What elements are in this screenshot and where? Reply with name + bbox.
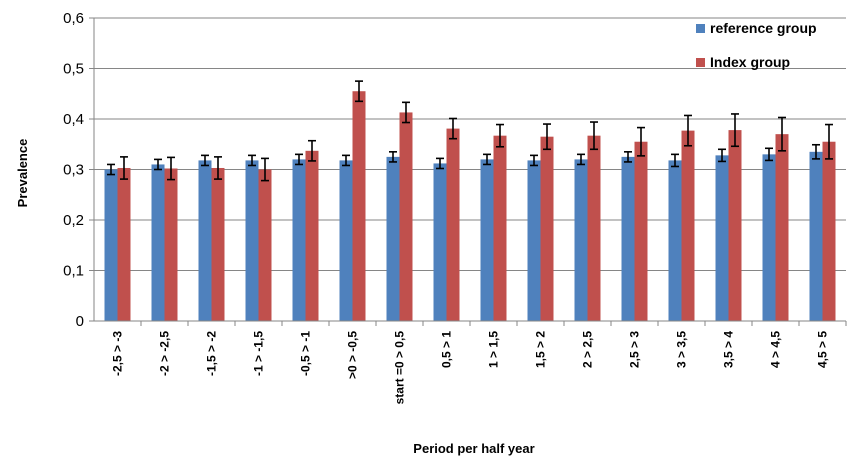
x-tick-label: -2 > -2,5 <box>158 331 172 376</box>
x-tick-label: 1,5 > 2 <box>534 331 548 368</box>
bar-reference-group <box>104 169 118 321</box>
legend-label-index-group: Index group <box>710 54 790 70</box>
legend-swatch-index-group <box>696 58 705 67</box>
bar-index-group <box>775 134 789 321</box>
bar-reference-group <box>762 154 776 321</box>
y-tick-label: 0,2 <box>63 212 84 229</box>
error-bars <box>107 80 833 182</box>
bar-reference-group <box>198 160 212 321</box>
bar-reference-group <box>480 159 494 321</box>
x-tick-label: >0 > -0,5 <box>346 331 360 379</box>
bar-index-group <box>117 167 131 321</box>
x-tick-label: 3 > 3,5 <box>675 331 689 368</box>
bar-reference-group <box>715 155 729 321</box>
y-axis-title: Prevalence <box>15 139 30 208</box>
bar-index-group <box>681 130 695 321</box>
x-tick-label: 1 > 1,5 <box>487 331 501 368</box>
bar-index-group <box>493 135 507 321</box>
x-tick-label: 3,5 > 4 <box>722 331 736 368</box>
legend-swatch-reference-group <box>696 24 705 33</box>
legend: reference group Index group <box>696 20 817 70</box>
bar-reference-group <box>151 164 165 321</box>
x-tick-labels: -2,5 > -3 -2 > -2,5 -1,5 > -2 -1 > -1,5 -0,5… <box>111 331 830 405</box>
x-axis-title: Period per half year <box>413 441 534 456</box>
y-tick-label: 0,5 <box>63 61 84 78</box>
x-tick-label: -2,5 > -3 <box>111 331 125 376</box>
y-tick-label: 0,4 <box>63 111 84 128</box>
bar-reference-group <box>339 160 353 321</box>
y-tick-label: 0 <box>76 313 84 330</box>
bar-reference-group <box>433 163 447 321</box>
bar-reference-group <box>245 160 259 321</box>
bar-index-group <box>540 136 554 321</box>
bar-reference-group <box>809 151 823 321</box>
bars <box>104 91 836 321</box>
bar-index-group <box>352 91 366 321</box>
x-tick-label: -1,5 > -2 <box>205 331 219 376</box>
bar-reference-group <box>292 159 306 321</box>
x-tick-label: 4,5 > 5 <box>816 331 830 368</box>
bar-index-group <box>728 130 742 321</box>
bar-index-group <box>164 168 178 321</box>
x-tick-label: 2 > 2,5 <box>581 331 595 368</box>
bar-index-group <box>634 141 648 321</box>
bar-index-group <box>446 128 460 321</box>
bar-index-group <box>211 167 225 321</box>
bar-index-group <box>305 150 319 321</box>
x-tick-label: start =0 > 0,5 <box>393 331 407 405</box>
x-tick-label: -1 > -1,5 <box>252 331 266 376</box>
bar-reference-group <box>621 156 635 321</box>
bar-reference-group <box>668 160 682 321</box>
bar-index-group <box>258 169 272 321</box>
y-tick-label: 0,6 <box>63 10 84 27</box>
x-tick-label: 2,5 > 3 <box>628 331 642 368</box>
bar-index-group <box>399 112 413 321</box>
y-tick-labels: 0 0,1 0,2 0,3 0,4 0,5 0,6 <box>63 10 84 330</box>
bar-reference-group <box>527 160 541 321</box>
legend-label-reference-group: reference group <box>710 20 817 36</box>
bar-reference-group <box>386 156 400 321</box>
bar-reference-group <box>574 159 588 321</box>
x-tick-label: 4 > 4,5 <box>769 331 783 368</box>
bar-index-group <box>587 135 601 321</box>
y-tick-label: 0,3 <box>63 162 84 179</box>
x-tick-label: -0,5 > -1 <box>299 331 313 376</box>
x-tick-label: 0,5 > 1 <box>440 331 454 368</box>
y-tick-label: 0,1 <box>63 263 84 280</box>
bar-index-group <box>822 141 836 321</box>
